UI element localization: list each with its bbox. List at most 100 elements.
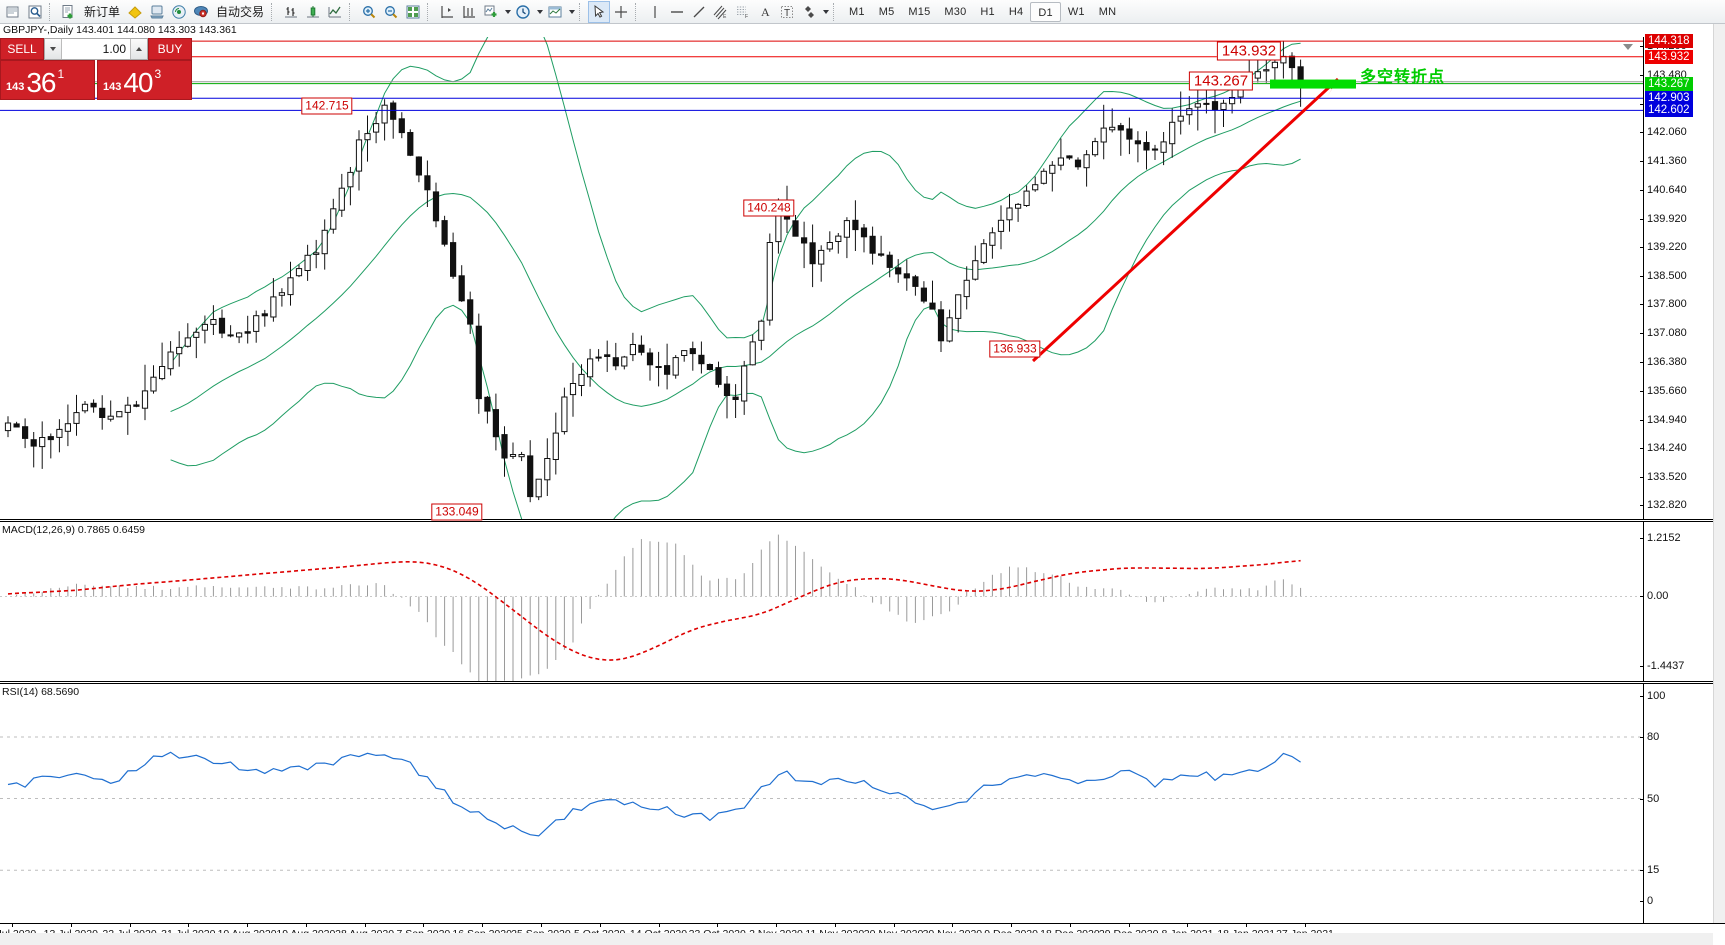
new-order-icon[interactable]	[58, 1, 80, 23]
price-level-badge[interactable]: 144.318	[1645, 34, 1693, 49]
expert-advisors-icon[interactable]	[124, 1, 146, 23]
price-axis-tick: 137.800	[1647, 298, 1687, 311]
shapes-dropdown-icon[interactable]	[820, 1, 830, 23]
macd-pane[interactable]: MACD(12,26,9) 0.7865 0.6459	[0, 522, 1725, 682]
price-level-badge[interactable]: 142.602	[1645, 103, 1693, 118]
svg-text:F: F	[745, 14, 748, 20]
autotrade-label[interactable]: 自动交易	[216, 4, 265, 19]
timeframe-d1[interactable]: D1	[1030, 1, 1061, 22]
equidistant-channel-icon[interactable]: E	[710, 1, 732, 23]
rsi-canvas[interactable]	[0, 684, 1643, 923]
pane-separator-1[interactable]	[0, 519, 1725, 522]
chart-shift-icon[interactable]	[436, 1, 458, 23]
horizontal-scrollbar[interactable]	[0, 933, 1713, 945]
timeframe-h4[interactable]: H4	[1008, 5, 1024, 18]
new-order-label[interactable]: 新订单	[84, 4, 121, 19]
price-annotation-tag[interactable]: 143.932	[1216, 41, 1282, 61]
buy-price-box[interactable]: 143 40 3	[97, 60, 192, 100]
chinese-annotation-text[interactable]: 多空转折点	[1360, 69, 1446, 86]
timeframe-h1[interactable]: H1	[980, 5, 995, 18]
axis-tick-mark	[1640, 798, 1644, 800]
cursor-icon[interactable]	[588, 0, 611, 23]
text-icon[interactable]: A	[754, 1, 776, 23]
pane-separator-2[interactable]	[0, 681, 1725, 684]
signals-icon[interactable]	[168, 1, 190, 23]
volume-value[interactable]: 1.00	[102, 42, 126, 56]
period-dropdown-icon[interactable]	[534, 1, 544, 23]
toolbar-separator	[49, 2, 55, 21]
macd-signal-line	[7, 559, 1301, 661]
sell-price-box[interactable]: 143 36 1	[0, 60, 95, 100]
timeframe-m1[interactable]: M1	[849, 5, 865, 18]
bar-chart-icon[interactable]	[280, 1, 302, 23]
toolbar-separator-4	[427, 2, 433, 21]
price-level-badge[interactable]: 143.267	[1645, 76, 1693, 91]
open-data-folder-icon[interactable]	[2, 1, 24, 23]
tile-windows-icon[interactable]	[402, 1, 424, 23]
chart-scroll-indicator-icon[interactable]	[1623, 44, 1633, 50]
volume-decrease-icon[interactable]	[45, 39, 62, 59]
indicators-icon[interactable]	[480, 1, 502, 23]
bollinger-band-line	[170, 100, 1301, 413]
one-click-trading-panel[interactable]: SELL 1.00 BUY 143 36 1 143 40 3	[0, 38, 192, 100]
candlestick-chart-icon[interactable]	[302, 1, 324, 23]
timeframe-m30[interactable]: M30	[944, 5, 967, 18]
axis-tick-mark	[1640, 696, 1644, 697]
price-annotation-tag[interactable]: 142.715	[301, 97, 353, 115]
rsi-pane[interactable]: RSI(14) 68.5690	[0, 684, 1725, 923]
price-annotation-tag[interactable]: 133.049	[431, 503, 483, 521]
price-chart-canvas[interactable]	[0, 37, 1643, 520]
autotrade-icon[interactable]	[190, 1, 212, 23]
price-axis-tick: 140.640	[1647, 183, 1687, 196]
price-axis-tick: 139.220	[1647, 241, 1687, 253]
timeframe-w1[interactable]: W1	[1067, 5, 1085, 18]
svg-text:E: E	[723, 14, 727, 20]
axis-tick-mark	[1640, 160, 1644, 162]
rsi-axis-tick: 100	[1647, 690, 1666, 702]
macd-canvas[interactable]	[0, 522, 1643, 682]
zoom-out-icon[interactable]	[380, 1, 402, 23]
vertical-line-icon[interactable]	[644, 1, 666, 23]
templates-icon[interactable]	[544, 1, 566, 23]
volume-increase-icon[interactable]	[130, 39, 147, 59]
indicators-dropdown-icon[interactable]	[502, 1, 512, 23]
vertical-scrollbar[interactable]	[1713, 24, 1725, 923]
sell-button[interactable]: SELL	[0, 38, 44, 60]
price-level-badge[interactable]: 142.903	[1645, 91, 1693, 106]
market-watch-icon[interactable]	[146, 1, 168, 23]
zoom-in-icon[interactable]	[358, 1, 380, 23]
horizontal-line-icon[interactable]	[666, 1, 688, 23]
timeframe-m15[interactable]: M15	[908, 5, 931, 18]
line-chart-icon[interactable]	[324, 1, 346, 23]
buy-button[interactable]: BUY	[148, 38, 192, 60]
price-annotation-tag[interactable]: 140.248	[743, 199, 795, 217]
price-axis-tick: 141.360	[1647, 154, 1687, 167]
price-annotation-tag[interactable]: 136.933	[989, 340, 1041, 358]
search-symbol-icon[interactable]	[24, 1, 46, 23]
main-chart-pane[interactable]	[0, 37, 1725, 520]
buy-price-prefix: 143	[103, 81, 122, 93]
templates-dropdown-icon[interactable]	[566, 1, 576, 23]
rsi-line	[7, 751, 1301, 837]
text-label-icon[interactable]: T	[776, 1, 798, 23]
volume-stepper[interactable]: 1.00	[44, 38, 148, 60]
auto-scroll-icon[interactable]	[458, 1, 480, 23]
axis-tick-mark	[1640, 596, 1644, 598]
period-icon[interactable]	[512, 1, 534, 23]
fibonacci-icon[interactable]: F	[732, 1, 754, 23]
macd-axis-tick: 1.2152	[1647, 532, 1681, 545]
date-tick-mark	[247, 924, 249, 927]
axis-tick-mark	[1640, 276, 1644, 278]
timeframe-mn[interactable]: MN	[1098, 5, 1117, 18]
trend-line[interactable]	[1031, 77, 1340, 363]
axis-tick-mark	[1640, 505, 1644, 507]
timeframe-m5[interactable]: M5	[878, 5, 895, 18]
trendline-icon[interactable]	[688, 1, 710, 23]
price-axis[interactable]: 144.200143.480142.760142.060141.360140.6…	[1640, 34, 1725, 520]
crosshair-icon[interactable]	[610, 1, 632, 23]
shapes-icon[interactable]	[798, 1, 820, 23]
price-level-badge[interactable]: 143.932	[1645, 49, 1693, 64]
price-annotation-tag[interactable]: 143.267	[1188, 71, 1254, 91]
date-tick-mark	[1069, 924, 1071, 927]
candlestick-series	[4, 40, 1304, 503]
